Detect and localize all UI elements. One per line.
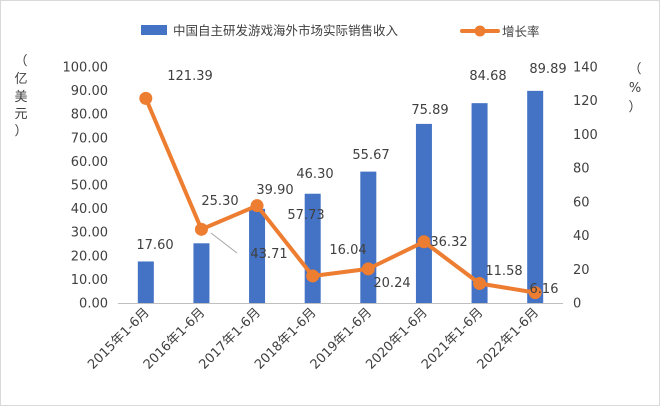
left-axis-tick-label: 90.00: [71, 84, 108, 99]
line-value-label: 20.24: [373, 276, 410, 291]
growth-rate-line: [143, 96, 538, 295]
right-axis-unit-char: ）: [628, 100, 641, 115]
bar: [471, 103, 488, 303]
line-value-label: 11.58: [485, 264, 522, 279]
bar-value-label: 39.90: [256, 183, 293, 198]
line-marker: [473, 276, 487, 290]
left-axis-tick-label: 60.00: [71, 155, 108, 170]
label-leader-line: [210, 232, 238, 254]
line-marker: [417, 235, 431, 249]
line-marker: [361, 262, 375, 276]
bar-value-label: 17.60: [136, 238, 173, 253]
left-axis-unit-char: 元: [14, 107, 27, 122]
bar-value-label: 75.89: [411, 103, 448, 118]
bar-value-label: 89.89: [529, 62, 566, 77]
right-axis-tick-label: 40: [573, 229, 590, 244]
left-axis-tick-label: 50.00: [71, 179, 108, 194]
left-axis-unit-char: ）: [14, 124, 27, 139]
legend-line-label: 增长率: [502, 24, 540, 39]
left-axis-tick-label: 20.00: [71, 249, 108, 264]
bar: [527, 90, 544, 304]
line-marker: [194, 222, 208, 236]
right-axis-tick-label: 80: [573, 162, 590, 177]
right-axis-tick-label: 100: [573, 128, 598, 143]
left-axis-unit-char: 美: [14, 90, 27, 105]
bar: [193, 243, 210, 303]
line-value-label: 16.04: [329, 243, 366, 258]
right-axis-tick-label: 20: [573, 263, 590, 278]
right-axis-unit-char: %: [629, 81, 641, 96]
line-value-label: 57.73: [287, 208, 324, 223]
right-axis-tick-label: 0: [573, 297, 581, 312]
bar: [249, 208, 266, 303]
line-marker: [139, 91, 153, 105]
left-axis-tick-label: 10.00: [71, 273, 108, 288]
left-axis-tick-label: 80.00: [71, 108, 108, 123]
line-marker: [306, 269, 320, 283]
right-axis-tick-label: 140: [573, 61, 598, 76]
left-axis-tick-label: 100.00: [63, 61, 109, 76]
line-value-label: 6.16: [530, 282, 559, 297]
bar-value-label: 46.30: [296, 167, 333, 182]
bar-value-label: 84.68: [469, 69, 506, 84]
line-marker: [250, 199, 264, 213]
left-axis-unit-char: 亿: [14, 72, 27, 87]
right-axis-tick-label: 120: [573, 94, 598, 109]
line-value-label: 36.32: [430, 235, 467, 250]
legend-bar-label: 中国自主研发游戏海外市场实际销售收入: [173, 23, 399, 38]
legend-bar-swatch: [141, 25, 167, 35]
right-axis-tick-label: 60: [573, 195, 590, 210]
legend-line-marker: [474, 25, 486, 37]
line-marker: [528, 286, 542, 300]
line-value-label: 121.39: [167, 69, 213, 84]
right-axis-unit-char: （: [628, 62, 641, 77]
left-axis-tick-label: 0.00: [79, 297, 108, 312]
left-axis-unit-char: （: [14, 54, 27, 69]
bar-value-label: 55.67: [352, 148, 389, 163]
left-axis-tick-label: 70.00: [71, 131, 108, 146]
left-axis-tick-label: 40.00: [71, 202, 108, 217]
line-value-label: 43.71: [250, 247, 287, 262]
bar: [415, 123, 432, 303]
left-axis-tick-label: 30.00: [71, 226, 108, 241]
bar-value-label: 25.30: [201, 194, 238, 209]
bar: [137, 261, 154, 303]
